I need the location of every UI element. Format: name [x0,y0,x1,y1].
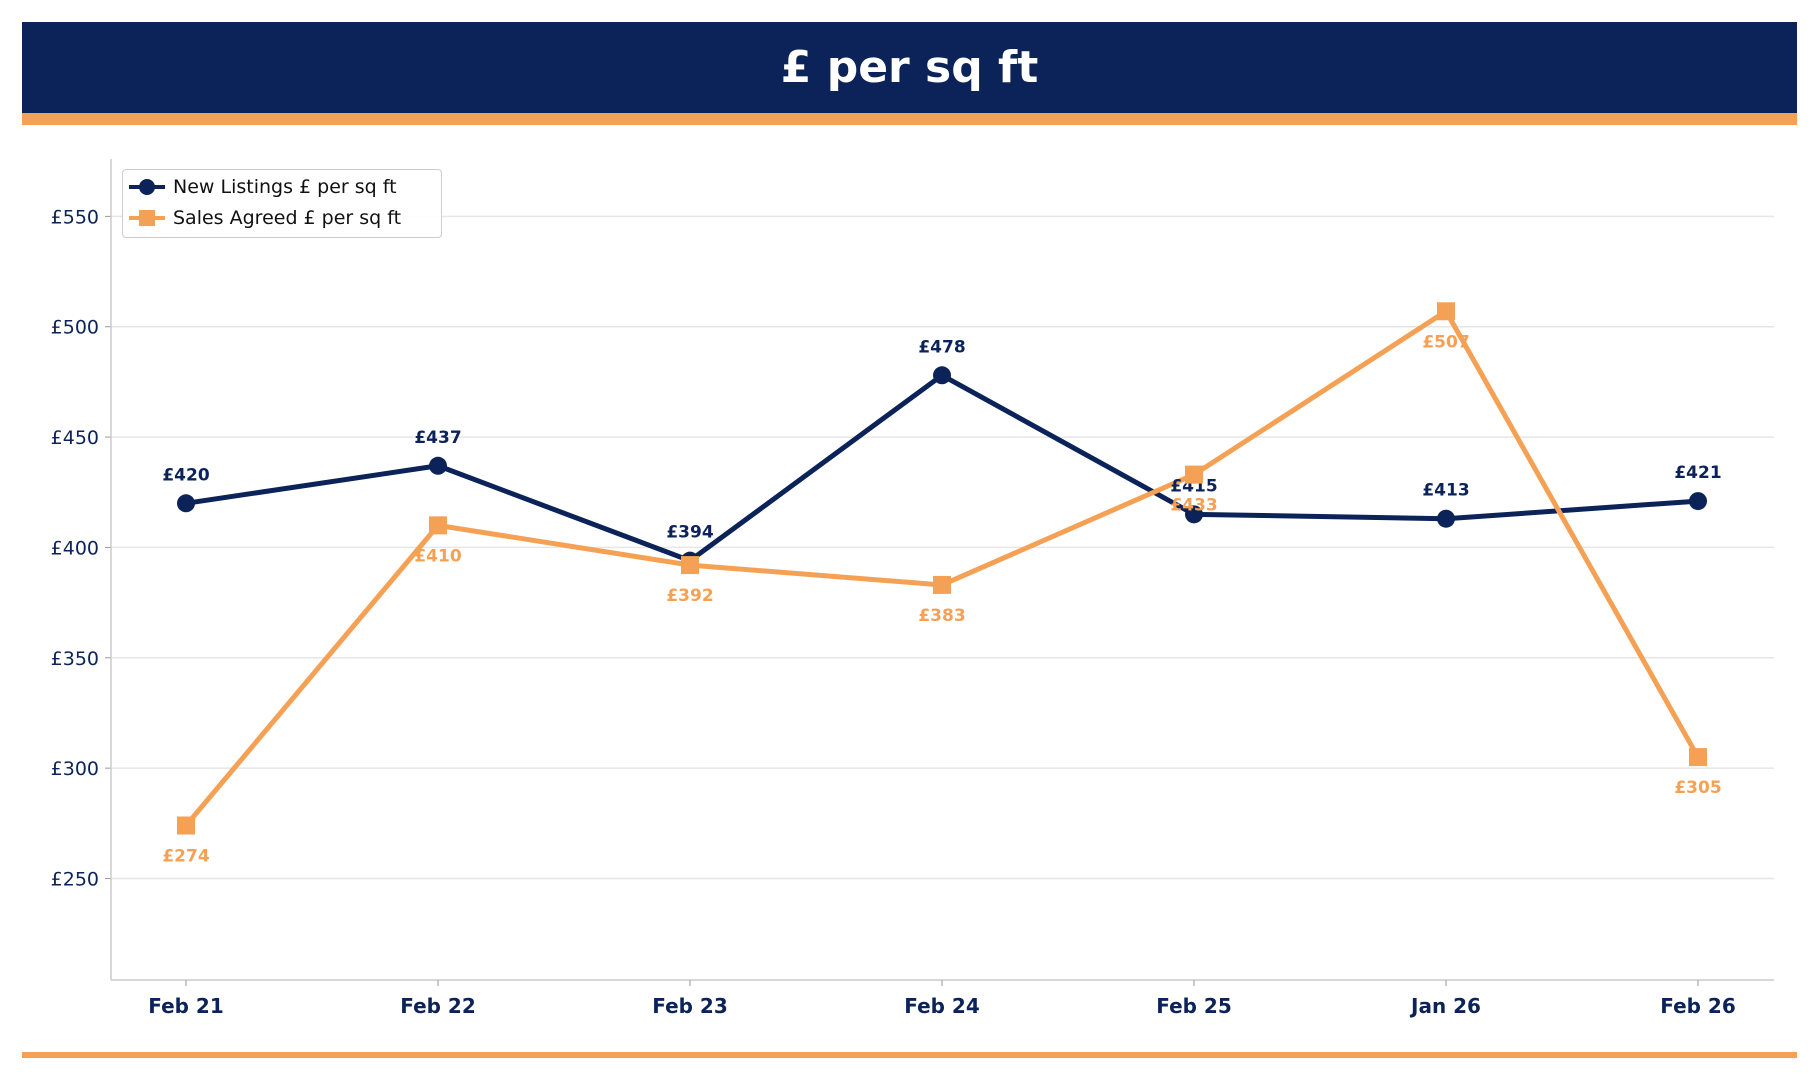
data-point-circle [429,456,447,475]
x-tick-label: Feb 21 [148,994,224,1018]
x-tick-label: Jan 26 [1409,994,1481,1018]
data-label: £437 [414,428,461,448]
data-point-square [177,816,195,835]
y-tick-label: £350 [51,648,99,670]
y-tick-label: £300 [51,758,99,780]
series-line-sales-agreed [184,308,1701,828]
square-marker-icon [129,210,165,226]
data-point-square [429,516,447,535]
footer-accent-stripe [22,1052,1797,1058]
y-tick-label: £450 [51,427,99,449]
data-point-square [1689,748,1707,767]
data-label: £433 [1170,496,1217,516]
data-label: £507 [1422,332,1469,352]
data-label: £478 [918,337,965,357]
data-point-square [1185,465,1203,484]
title-banner: £ per sq ft [22,22,1797,113]
data-label: £274 [162,847,209,867]
data-point-circle [177,494,195,513]
data-point-square [681,556,699,575]
data-point-square [1437,302,1455,321]
circle-marker-icon [129,179,165,195]
chart-title: £ per sq ft [780,42,1039,93]
y-tick-label: £500 [51,317,99,339]
data-label: £392 [666,586,713,606]
data-label: £394 [666,523,713,543]
y-tick-label: £400 [51,537,99,559]
data-label: £421 [1674,463,1721,483]
x-tick-label: Feb 26 [1660,994,1736,1018]
data-label: £383 [918,606,965,626]
data-label: £415 [1170,476,1217,496]
x-tick-label: Feb 23 [652,994,728,1018]
data-label: £410 [414,546,461,566]
data-point-circle [1689,492,1707,511]
header-accent-stripe [22,113,1797,125]
x-tick-label: Feb 22 [400,994,476,1018]
data-label: £420 [162,465,209,485]
legend-item-new-listings: New Listings £ per sq ft [129,176,397,198]
legend: New Listings £ per sq ft Sales Agreed £ … [122,169,442,238]
legend-label: New Listings £ per sq ft [173,176,397,198]
x-tick-label: Feb 25 [1156,994,1232,1018]
legend-item-sales-agreed: Sales Agreed £ per sq ft [129,207,401,229]
y-tick-label: £250 [51,868,99,890]
legend-label: Sales Agreed £ per sq ft [173,207,402,229]
data-point-circle [1437,509,1455,528]
data-label: £413 [1422,481,1469,501]
data-label: £305 [1674,778,1721,798]
series-line-new-listings [185,372,1699,564]
data-point-square [933,575,951,594]
data-point-circle [933,366,951,385]
x-tick-label: Feb 24 [904,994,980,1018]
y-tick-label: £550 [51,206,99,228]
data-point-circle [1185,505,1203,524]
